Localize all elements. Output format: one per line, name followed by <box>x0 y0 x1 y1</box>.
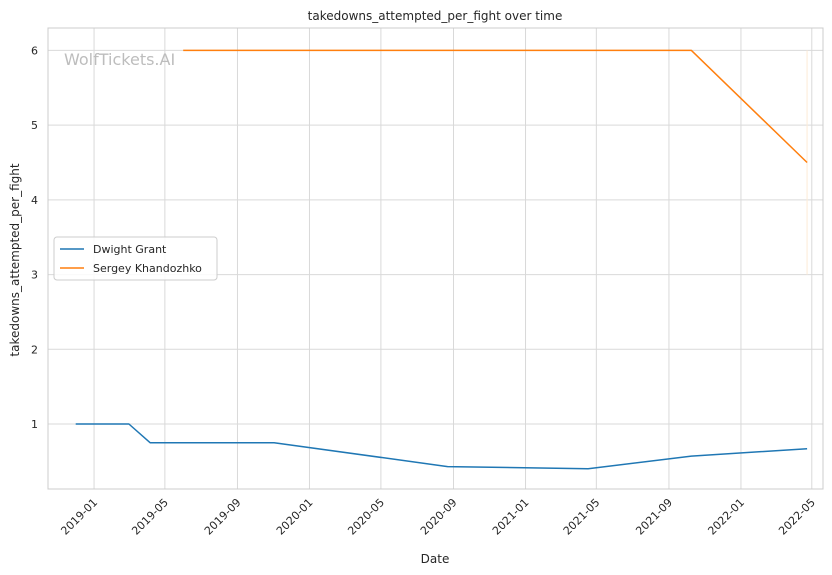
x-tick-label: 2020-01 <box>274 496 316 538</box>
legend-label-sergey-khandozhko: Sergey Khandozhko <box>93 262 202 275</box>
plot-frame <box>47 27 824 490</box>
legend-box <box>53 236 218 281</box>
x-tick-label: 2019-05 <box>129 496 171 538</box>
legend-label-dwight-grant: Dwight Grant <box>93 243 167 256</box>
y-tick-label: 6 <box>31 44 38 57</box>
x-axis-ticks: 2019-01 2019-05 2019-09 2020-01 2020-05 2020-… <box>58 496 817 538</box>
y-axis-ticks: 1 2 3 4 5 6 <box>31 44 38 431</box>
x-tick-label: 2020-09 <box>418 496 460 538</box>
x-tick-label: 2020-05 <box>345 496 387 538</box>
y-tick-label: 1 <box>31 418 38 431</box>
x-tick-label: 2019-01 <box>58 496 100 538</box>
x-tick-label: 2021-01 <box>490 496 532 538</box>
y-tick-label: 5 <box>31 119 38 132</box>
x-tick-label: 2022-05 <box>776 496 818 538</box>
chart-title: takedowns_attempted_per_fight over time <box>308 9 563 23</box>
y-tick-label: 2 <box>31 343 38 356</box>
series-line-sergey-khandozhko <box>183 49 808 164</box>
x-tick-label: 2022-01 <box>705 496 747 538</box>
series-lines <box>75 49 808 470</box>
watermark: WolfTickets.AI <box>64 50 175 69</box>
series-line-dwight-grant <box>75 423 808 470</box>
x-axis-label: Date <box>421 552 450 566</box>
y-tick-label: 4 <box>31 194 38 207</box>
y-tick-label: 3 <box>31 269 38 282</box>
x-tick-label: 2021-05 <box>561 496 603 538</box>
legend: Dwight Grant Sergey Khandozhko <box>53 236 218 281</box>
y-axis-label: takedowns_attempted_per_fight <box>8 163 22 356</box>
x-tick-label: 2021-09 <box>633 496 675 538</box>
x-tick-label: 2019-09 <box>202 496 244 538</box>
